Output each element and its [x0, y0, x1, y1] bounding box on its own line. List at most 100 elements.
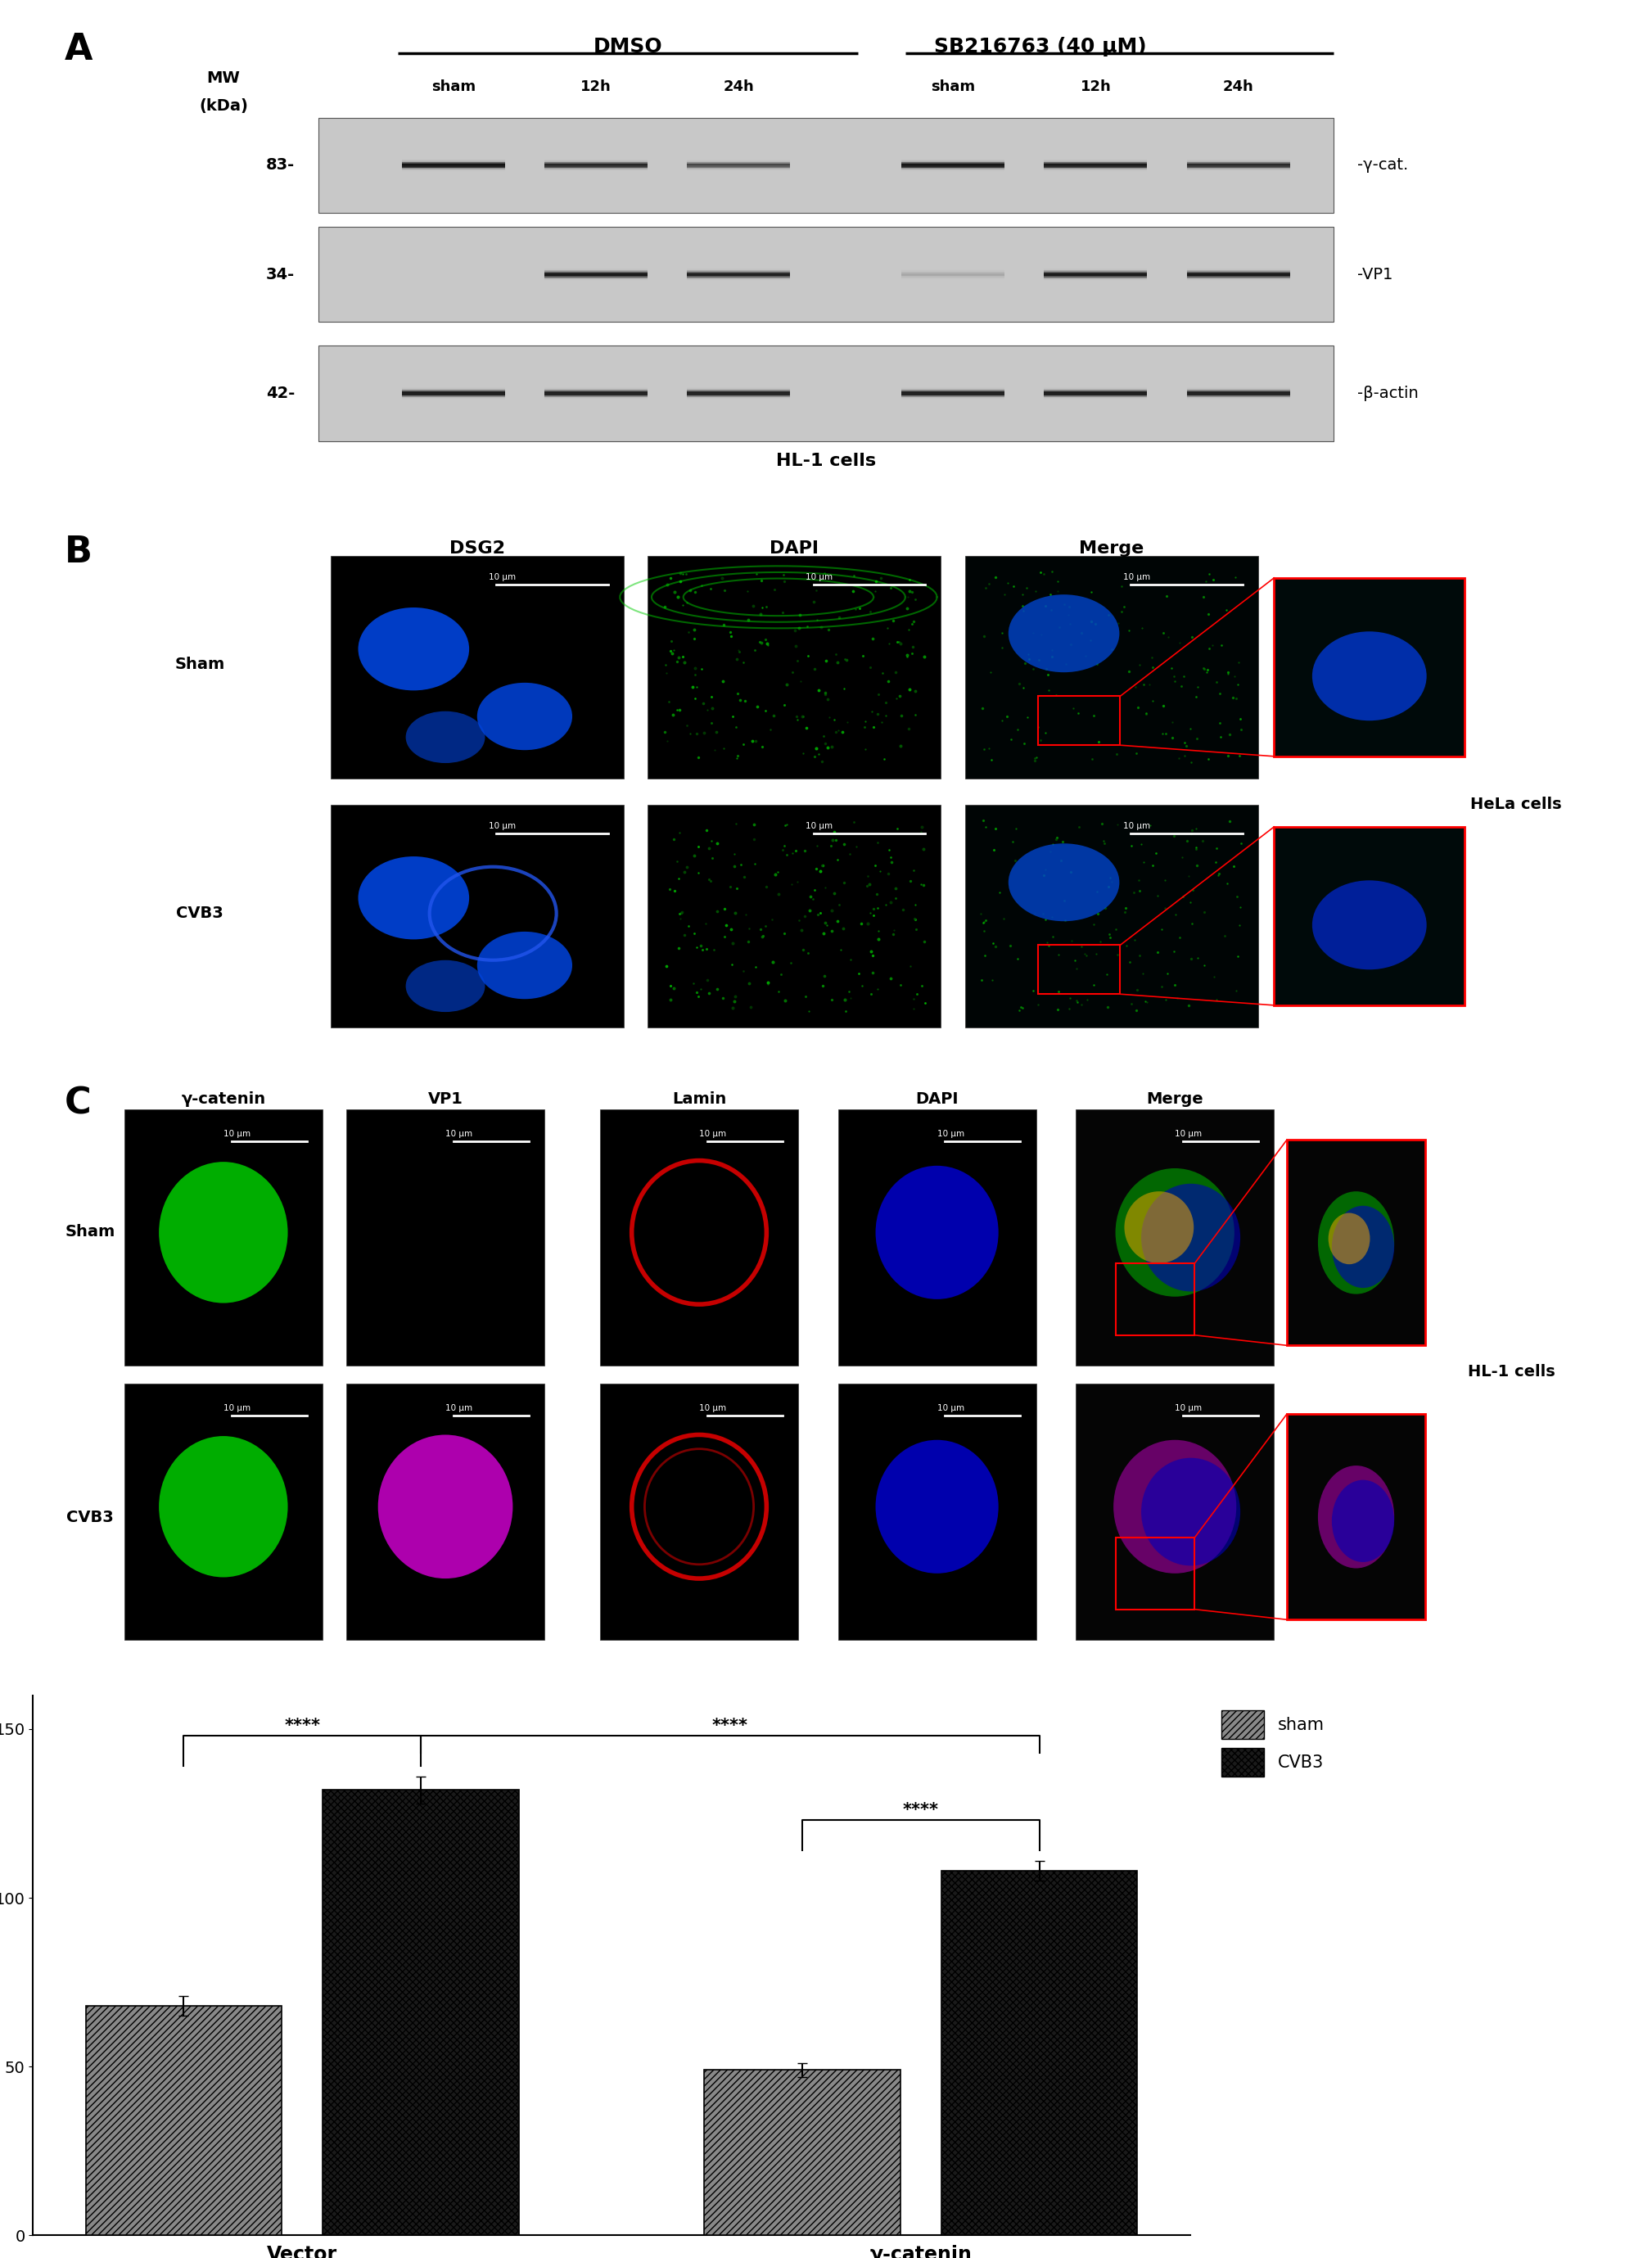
Text: 10 μm: 10 μm	[699, 1131, 727, 1138]
Bar	[600, 1109, 798, 1366]
Text: 10 μm: 10 μm	[1175, 1131, 1203, 1138]
Text: MW: MW	[206, 70, 240, 86]
Bar	[124, 1109, 322, 1366]
Text: ****: ****	[904, 1802, 938, 1818]
Text: B: B	[64, 535, 93, 569]
Text: 24h: 24h	[1222, 79, 1254, 95]
Text: Merge: Merge	[1079, 540, 1143, 555]
Ellipse shape	[378, 1434, 512, 1578]
Text: ****: ****	[712, 1718, 748, 1734]
Ellipse shape	[477, 933, 572, 998]
Ellipse shape	[406, 711, 486, 763]
Bar	[1287, 1414, 1426, 1619]
Bar	[319, 117, 1333, 212]
Bar	[1115, 1262, 1194, 1334]
Text: 83-: 83-	[266, 158, 294, 174]
Bar	[347, 1384, 545, 1639]
Ellipse shape	[1115, 1167, 1234, 1296]
Bar	[1115, 1538, 1194, 1610]
Text: 10 μm: 10 μm	[446, 1131, 472, 1138]
Text: 10 μm: 10 μm	[937, 1131, 965, 1138]
Text: -VP1: -VP1	[1358, 266, 1393, 282]
Text: 10 μm: 10 μm	[699, 1404, 727, 1414]
Text: 10 μm: 10 μm	[806, 574, 833, 583]
Bar	[347, 1109, 545, 1366]
Ellipse shape	[159, 1436, 287, 1578]
Text: Lamin: Lamin	[672, 1091, 727, 1106]
Text: 10 μm: 10 μm	[1123, 574, 1150, 583]
Bar	[965, 804, 1259, 1027]
Bar	[86, 2005, 281, 2235]
Text: 24h: 24h	[724, 79, 755, 95]
Ellipse shape	[1312, 632, 1427, 720]
Ellipse shape	[1312, 881, 1427, 969]
Text: Merge: Merge	[1146, 1091, 1203, 1106]
Ellipse shape	[358, 856, 469, 939]
Text: DMSO: DMSO	[593, 36, 662, 56]
Bar	[1037, 946, 1120, 994]
Ellipse shape	[1332, 1206, 1394, 1287]
Bar	[704, 2071, 900, 2235]
Text: sham: sham	[431, 79, 476, 95]
Text: 10 μm: 10 μm	[806, 822, 833, 831]
Text: -β-actin: -β-actin	[1358, 386, 1419, 402]
Text: 10 μm: 10 μm	[223, 1131, 251, 1138]
Ellipse shape	[1008, 844, 1120, 921]
Bar	[319, 228, 1333, 323]
Bar	[319, 345, 1333, 440]
Text: 10 μm: 10 μm	[489, 574, 515, 583]
Ellipse shape	[1142, 1459, 1241, 1565]
Text: sham: sham	[930, 79, 975, 95]
Ellipse shape	[876, 1165, 998, 1298]
Ellipse shape	[1318, 1192, 1394, 1294]
Legend: sham, CVB3: sham, CVB3	[1214, 1705, 1332, 1784]
Text: 42-: 42-	[266, 386, 294, 402]
Bar	[648, 804, 942, 1027]
Text: 10 μm: 10 μm	[1123, 822, 1150, 831]
Text: Sham: Sham	[64, 1224, 116, 1240]
Bar	[1075, 1109, 1274, 1366]
Text: 10 μm: 10 μm	[1175, 1404, 1203, 1414]
Text: Sham: Sham	[175, 657, 225, 673]
Text: C: C	[64, 1086, 91, 1122]
Ellipse shape	[477, 682, 572, 750]
Text: 10 μm: 10 μm	[223, 1404, 251, 1414]
Ellipse shape	[406, 960, 486, 1012]
Text: -γ-cat.: -γ-cat.	[1358, 158, 1408, 174]
Text: ****: ****	[284, 1718, 320, 1734]
Bar	[330, 555, 624, 779]
Text: VP1: VP1	[428, 1091, 463, 1106]
Bar	[330, 804, 624, 1027]
Bar	[1037, 695, 1120, 745]
Bar	[1287, 1140, 1426, 1346]
Ellipse shape	[876, 1441, 998, 1574]
Bar	[1075, 1384, 1274, 1639]
Ellipse shape	[358, 607, 469, 691]
Bar	[942, 1872, 1138, 2235]
Bar	[124, 1384, 322, 1639]
Ellipse shape	[1318, 1465, 1394, 1569]
Ellipse shape	[1008, 594, 1120, 673]
Text: CVB3: CVB3	[66, 1511, 114, 1526]
Text: 12h: 12h	[1080, 79, 1112, 95]
Ellipse shape	[1328, 1213, 1370, 1264]
Text: HL-1 cells: HL-1 cells	[776, 454, 876, 470]
Bar	[838, 1109, 1036, 1366]
Text: HeLa cells: HeLa cells	[1470, 797, 1561, 813]
Ellipse shape	[1125, 1192, 1194, 1262]
Bar	[1274, 826, 1465, 1005]
Text: 10 μm: 10 μm	[446, 1404, 472, 1414]
Text: 12h: 12h	[580, 79, 611, 95]
Ellipse shape	[1332, 1479, 1394, 1563]
Text: 34-: 34-	[266, 266, 294, 282]
Text: γ-catenin: γ-catenin	[182, 1091, 266, 1106]
Text: 10 μm: 10 μm	[937, 1404, 965, 1414]
Text: HL-1 cells: HL-1 cells	[1469, 1364, 1556, 1380]
Bar	[1274, 578, 1465, 756]
Bar	[838, 1384, 1036, 1639]
Text: DSG2: DSG2	[449, 540, 506, 555]
Ellipse shape	[1113, 1441, 1236, 1574]
Text: DAPI: DAPI	[915, 1091, 958, 1106]
Ellipse shape	[159, 1163, 287, 1303]
Text: (kDa): (kDa)	[198, 99, 248, 115]
